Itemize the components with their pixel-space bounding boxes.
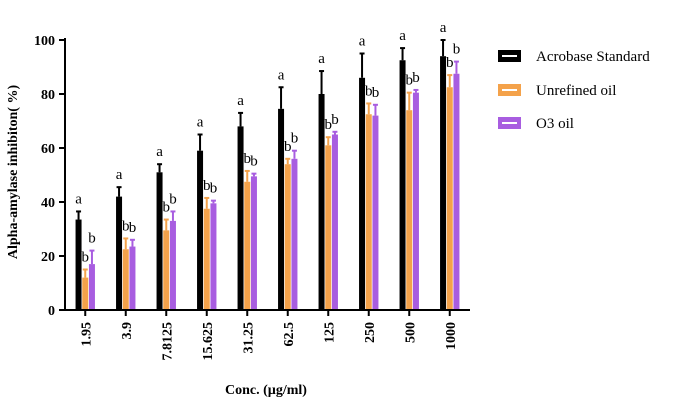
x-tick-label: 31.25 <box>241 322 256 354</box>
bar-o3-oil <box>129 246 136 310</box>
significance-label: a <box>237 93 244 109</box>
y-tick-label: 100 <box>34 34 55 49</box>
bar-acrobase-standard <box>156 172 163 310</box>
bar-o3-oil <box>169 220 176 310</box>
bar-o3-oil <box>412 92 419 311</box>
significance-label: a <box>359 34 366 50</box>
significance-label: b <box>210 181 218 197</box>
bar-acrobase-standard <box>197 150 204 310</box>
bar-unrefined-oil <box>203 208 210 310</box>
significance-label: a <box>75 191 82 207</box>
x-tick-label: 1.95 <box>79 322 94 347</box>
significance-label: b <box>244 151 252 167</box>
bar-acrobase-standard <box>359 77 366 310</box>
bar-unrefined-oil <box>163 230 170 310</box>
bar-o3-oil <box>372 115 379 310</box>
bar-unrefined-oil <box>122 249 129 310</box>
x-tick-label: 7.8125 <box>160 322 175 361</box>
x-tick-label: 15.625 <box>201 322 216 361</box>
bar-acrobase-standard <box>318 94 325 310</box>
bar-unrefined-oil <box>82 277 89 310</box>
legend: Acrobase Standard Unrefined oil O3 oil <box>498 49 650 132</box>
x-tick-label: 250 <box>363 322 378 343</box>
legend-label: Unrefined oil <box>536 83 616 99</box>
significance-label: b <box>169 191 177 207</box>
axes-layer: 0 20 40 60 80 100 1.95 3.9 7.8125 15.625 31.25 62.5… <box>34 34 470 361</box>
bar-o3-oil <box>250 176 257 310</box>
bar-unrefined-oil <box>284 164 291 310</box>
significance-label: a <box>440 20 447 36</box>
x-tick-label: 62.5 <box>282 322 297 347</box>
bar-unrefined-oil <box>406 110 413 310</box>
significance-label: b <box>453 42 461 58</box>
bar-o3-oil <box>291 158 298 310</box>
bar-unrefined-oil <box>244 181 251 310</box>
significance-label: b <box>412 70 420 86</box>
bar-o3-oil <box>453 73 460 310</box>
bar-unrefined-oil <box>365 114 372 310</box>
bar-o3-oil <box>210 203 217 310</box>
bar-acrobase-standard <box>75 219 82 310</box>
legend-label: O3 oil <box>536 116 574 132</box>
significance-label: b <box>203 178 211 194</box>
significance-label: b <box>129 220 137 236</box>
significance-label: b <box>406 73 414 89</box>
significance-label: a <box>278 67 285 83</box>
significance-label: a <box>116 167 123 183</box>
significance-label: b <box>446 55 454 71</box>
bar-acrobase-standard <box>440 56 447 311</box>
significance-label: b <box>325 117 333 133</box>
significance-label: b <box>291 131 299 147</box>
bar-acrobase-standard <box>399 60 406 310</box>
bar-acrobase-standard <box>278 108 285 310</box>
y-tick-label: 20 <box>41 250 55 265</box>
significance-label: b <box>82 250 90 266</box>
significance-label: a <box>197 115 204 131</box>
significance-label: b <box>284 139 292 155</box>
significance-label: b <box>365 83 373 99</box>
bar-unrefined-oil <box>325 145 332 310</box>
bar-acrobase-standard <box>237 126 244 311</box>
y-axis-label: Alpha-amylase inhibiton( %) <box>6 85 21 260</box>
x-tick-label: 1000 <box>444 322 459 350</box>
x-tick-label: 125 <box>322 322 337 343</box>
significance-label: b <box>122 218 130 234</box>
x-tick-label: 3.9 <box>120 322 135 340</box>
bar-acrobase-standard <box>116 196 123 310</box>
bar-unrefined-oil <box>446 87 453 310</box>
bar-o3-oil <box>88 264 95 310</box>
significance-label: b <box>250 154 258 170</box>
significance-label: a <box>318 51 325 67</box>
significance-label: b <box>163 200 171 216</box>
significance-label: a <box>399 28 406 44</box>
significance-label: b <box>372 85 380 101</box>
y-tick-label: 80 <box>41 88 55 103</box>
y-tick-label: 40 <box>41 196 55 211</box>
legend-label: Acrobase Standard <box>536 49 650 65</box>
significance-label: b <box>331 112 339 128</box>
bar-o3-oil <box>331 134 338 310</box>
x-axis-label: Conc. (µg/ml) <box>225 383 307 398</box>
y-tick-label: 60 <box>41 142 55 157</box>
significance-label: a <box>156 144 163 160</box>
x-tick-label: 500 <box>403 322 418 343</box>
y-tick-label: 0 <box>48 304 55 319</box>
significance-label: b <box>88 231 96 247</box>
